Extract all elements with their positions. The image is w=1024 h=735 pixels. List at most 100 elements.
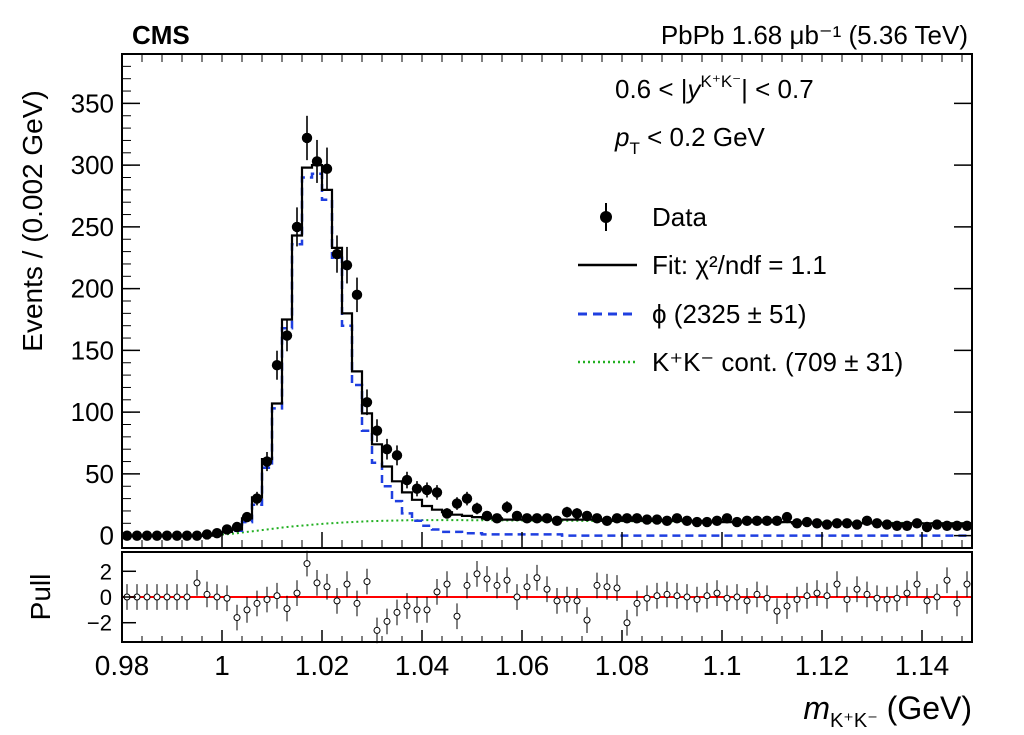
data-point [821,519,833,530]
pull-point [403,602,411,610]
pull-point [293,589,301,597]
data-point [851,519,863,530]
pull-point [443,580,451,588]
pull-point [533,574,541,582]
legend-fit-label: Fit: χ²/ndf = 1.1 [652,250,827,280]
data-point [921,521,933,533]
pull-point [173,593,181,601]
pull-point [853,585,861,593]
data-point [861,515,873,527]
pull-point [433,588,441,596]
data-point [341,259,353,271]
pull-point [213,593,221,601]
data-point [641,514,653,525]
pull-point [323,583,331,591]
pull-point [553,597,561,605]
pull-point [883,596,891,604]
pull-point [143,593,151,601]
pull-point [923,597,931,605]
data-point [741,515,753,527]
pull-point [903,589,911,597]
pull-point [203,590,211,598]
y-tick-label: 250 [71,212,114,242]
data-point [611,513,623,524]
data-point [571,508,583,519]
pull-point [643,594,651,602]
data-point [311,156,323,167]
pull-point [943,576,951,584]
pull-point [593,581,601,589]
pull-point [463,581,471,589]
data-point [481,510,493,522]
pull-point [803,592,811,600]
pull-point [453,612,461,620]
pull-point [873,594,881,602]
data-point [371,425,383,436]
pull-point [493,581,501,589]
data-point [281,330,293,341]
data-point [711,515,723,527]
pull-tick-label: 0 [100,585,112,610]
data-point [471,503,483,514]
x-tick-label: 1.14 [895,650,950,681]
data-point [691,516,703,528]
data-point [681,515,693,527]
pull-point [273,592,281,600]
pull-point [763,594,771,602]
data-point [401,474,413,486]
pull-point [343,580,351,588]
pull-point [303,560,311,568]
pull-point [723,594,731,602]
data-point [961,520,973,531]
data-point [831,518,843,529]
series-layer [121,115,973,541]
pull-tick-label: 2 [100,559,112,584]
pull-point [423,606,431,614]
data-point [911,518,923,529]
data-point [591,513,603,524]
x-axis-title: mK⁺K⁻ (GeV) [803,690,972,732]
data-point [771,515,783,527]
data-point [521,513,533,524]
data-point [811,518,823,529]
data-point [701,516,713,528]
data-point [511,510,523,522]
data-point [761,515,773,527]
legend-data-label: Data [652,202,707,232]
x-tick-label: 1.12 [795,650,850,681]
data-point [351,289,363,301]
data-point [901,520,913,531]
data-point [171,530,183,541]
pull-point [223,594,231,602]
data-point [791,518,803,529]
data-point [221,524,233,535]
data-point [441,508,453,519]
pull-point [733,593,741,601]
pull-axis-title: Pull [25,574,56,621]
pull-point [743,597,751,605]
pull-point [663,590,671,598]
data-point [181,530,193,541]
rapidity-cut-label: 0.6 < |yK⁺K⁻| < 0.7 [615,72,814,104]
x-tick-label: 1 [214,650,230,681]
data-point [531,513,543,524]
data-point [651,514,663,525]
pull-point [713,589,721,597]
data-point [201,529,213,540]
data-point [841,518,853,529]
pull-point [363,578,371,586]
pull-point [623,619,631,627]
pull-point [393,608,401,616]
y-tick-label: 350 [71,88,114,118]
data-point [291,221,303,233]
data-point [891,520,903,531]
data-point [211,527,223,539]
pull-point [543,585,551,593]
data-point [501,502,513,513]
pull-point [693,596,701,604]
x-tick-label: 1.1 [703,650,742,681]
data-point [261,456,273,467]
x-tick-label: 0.98 [95,650,150,681]
pull-point [163,593,171,601]
data-point [781,511,793,523]
